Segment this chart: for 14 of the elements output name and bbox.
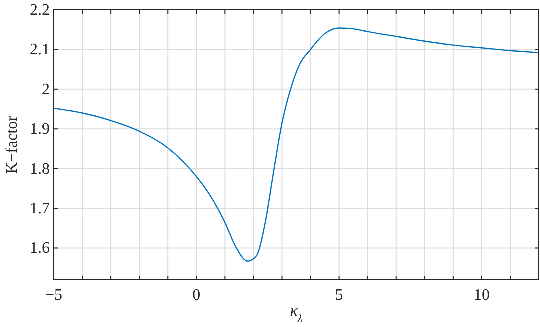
y-tick-label: 2.2 xyxy=(30,2,50,19)
y-tick-label: 1.6 xyxy=(30,240,50,258)
x-tick-label: 0 xyxy=(192,287,201,304)
y-tick-label: 1.8 xyxy=(30,160,50,178)
x-tick-label: 5 xyxy=(335,287,344,304)
y-axis-title: K−factor xyxy=(4,115,21,174)
line-series xyxy=(54,28,539,262)
x-tick-label: −5 xyxy=(45,287,63,304)
x-tick-label: 10 xyxy=(474,287,490,304)
y-tick-label: 2.1 xyxy=(30,42,50,59)
x-axis-title: κ$_{λ}$ xyxy=(290,303,303,325)
y-tick-label: 2 xyxy=(42,81,50,98)
y-tick-label: 1.7 xyxy=(30,200,50,218)
y-tick-label: 1.9 xyxy=(30,121,50,138)
